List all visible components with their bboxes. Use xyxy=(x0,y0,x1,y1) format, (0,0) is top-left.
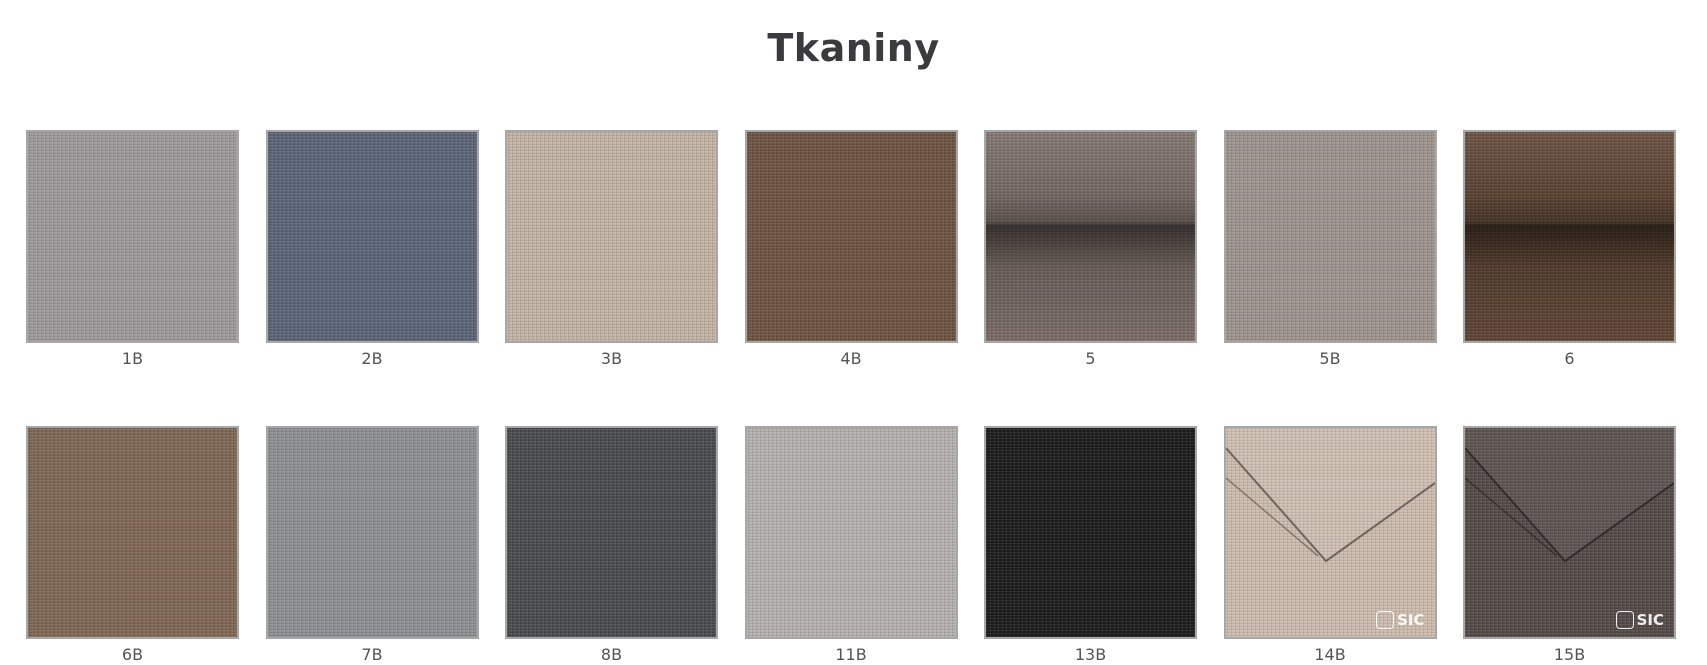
fabric-grid: 1B 2B 3B 4B 5 5B 6 6B 7B 8B 11B 13B SIC 14B SIC 15B xyxy=(26,130,1676,665)
fabric-item[interactable]: 11B xyxy=(744,426,958,665)
fabric-swatch-image[interactable] xyxy=(1463,130,1676,343)
fabric-item[interactable]: 6B xyxy=(26,426,239,665)
fabric-item[interactable]: 13B xyxy=(984,426,1197,665)
fabric-item[interactable]: SIC 15B xyxy=(1463,426,1676,665)
fabric-code-label: 4B xyxy=(840,349,862,368)
fabric-swatch-image[interactable] xyxy=(1223,130,1437,343)
fabric-code-label: 15B xyxy=(1553,645,1586,664)
brand-logo: SIC xyxy=(1376,611,1425,629)
page-title: Tkaniny xyxy=(767,26,940,71)
fabric-code-label: 7B xyxy=(361,645,383,664)
fabric-code-label: 6 xyxy=(1564,349,1575,368)
fabric-code-label: 2B xyxy=(361,349,383,368)
fabric-swatch-image[interactable] xyxy=(984,130,1197,343)
fabric-code-label: 14B xyxy=(1314,645,1346,664)
fabric-item[interactable]: 8B xyxy=(505,426,718,665)
fabric-swatch-image[interactable] xyxy=(505,426,718,639)
logo-icon xyxy=(1376,611,1395,629)
fabric-swatch-image[interactable] xyxy=(744,130,958,343)
fabric-code-label: 1B xyxy=(121,349,144,368)
fabric-item[interactable]: 5B xyxy=(1223,130,1437,369)
fabric-code-label: 5B xyxy=(1319,349,1341,368)
logo-text: SIC xyxy=(1397,611,1425,629)
fabric-swatch-image[interactable] xyxy=(265,130,479,343)
fabric-code-label: 6B xyxy=(121,645,144,664)
fabric-item[interactable]: 5 xyxy=(984,130,1197,369)
fabric-code-label: 8B xyxy=(600,645,623,664)
fabric-swatch-image[interactable]: SIC xyxy=(1463,426,1676,639)
fabric-item[interactable]: 1B xyxy=(26,130,239,369)
fabric-code-label: 13B xyxy=(1074,645,1107,664)
fabric-swatch-image[interactable] xyxy=(26,130,239,343)
logo-text: SIC xyxy=(1636,611,1664,629)
fabric-code-label: 11B xyxy=(835,645,867,664)
brand-logo: SIC xyxy=(1615,611,1664,629)
fabric-swatch-image[interactable] xyxy=(26,426,239,639)
fabric-item[interactable]: 6 xyxy=(1463,130,1676,369)
fabric-swatch-image[interactable] xyxy=(984,426,1197,639)
fabric-item[interactable]: 4B xyxy=(744,130,958,369)
fabric-swatch-image[interactable]: SIC xyxy=(1223,426,1437,639)
fabric-item[interactable]: SIC 14B xyxy=(1223,426,1437,665)
fabric-item[interactable]: 7B xyxy=(265,426,479,665)
fabric-code-label: 3B xyxy=(600,349,623,368)
fabric-code-label: 5 xyxy=(1085,349,1096,368)
fabric-item[interactable]: 2B xyxy=(265,130,479,369)
fabric-swatch-image[interactable] xyxy=(265,426,479,639)
fabric-swatch-image[interactable] xyxy=(505,130,718,343)
logo-icon xyxy=(1615,611,1634,629)
fabric-swatch-image[interactable] xyxy=(744,426,958,639)
fabric-item[interactable]: 3B xyxy=(505,130,718,369)
